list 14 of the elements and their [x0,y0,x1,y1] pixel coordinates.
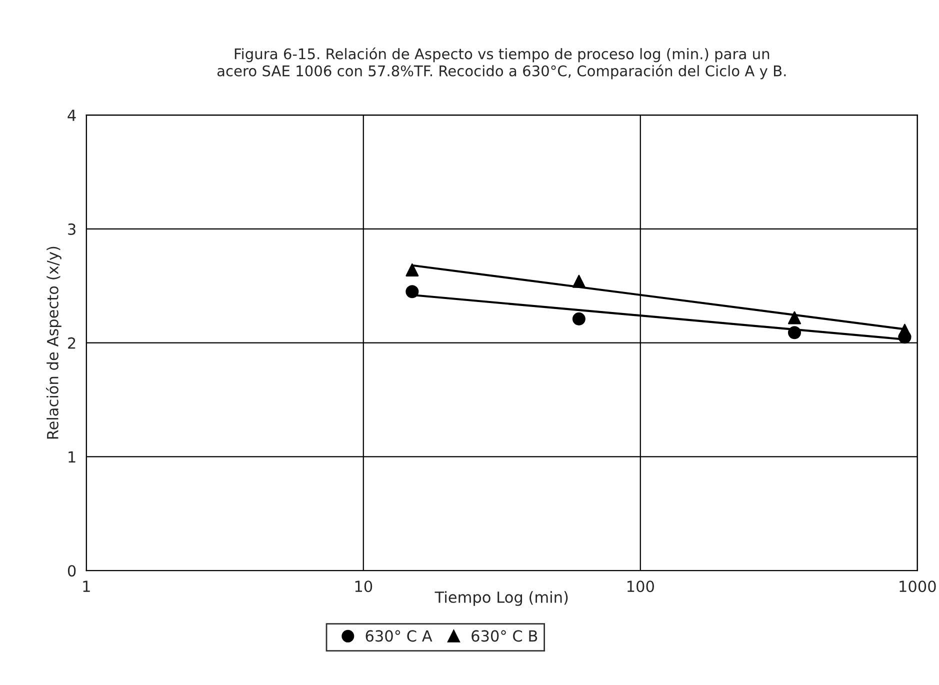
legend-label: 630° C B [472,630,538,642]
y-tick-label: 2 [68,337,76,349]
x-tick-label: 100 [627,580,654,592]
x-tick-label: 1000 [900,580,936,592]
chart-title: Figura 6-15. Relación de Aspecto vs tiempo de proceso log (min.) para un acero SAE 1006 con 57.8%TF. Recocido a 630°C, Comparación del Ciclo A y B. [217,47,786,80]
y-tick-label: 4 [68,110,76,121]
x-axis-title: Tiempo Log (min) [434,591,568,606]
legend-label: 630° C A [366,630,432,642]
y-tick-label: 3 [68,223,76,235]
x-tick-label: 10 [355,580,372,592]
y-tick-label: 0 [68,565,76,577]
x-tick-label: 1 [83,580,90,592]
y-tick-label: 1 [68,451,76,463]
y-axis-title: Relación de Aspecto (x/y) [46,246,62,439]
